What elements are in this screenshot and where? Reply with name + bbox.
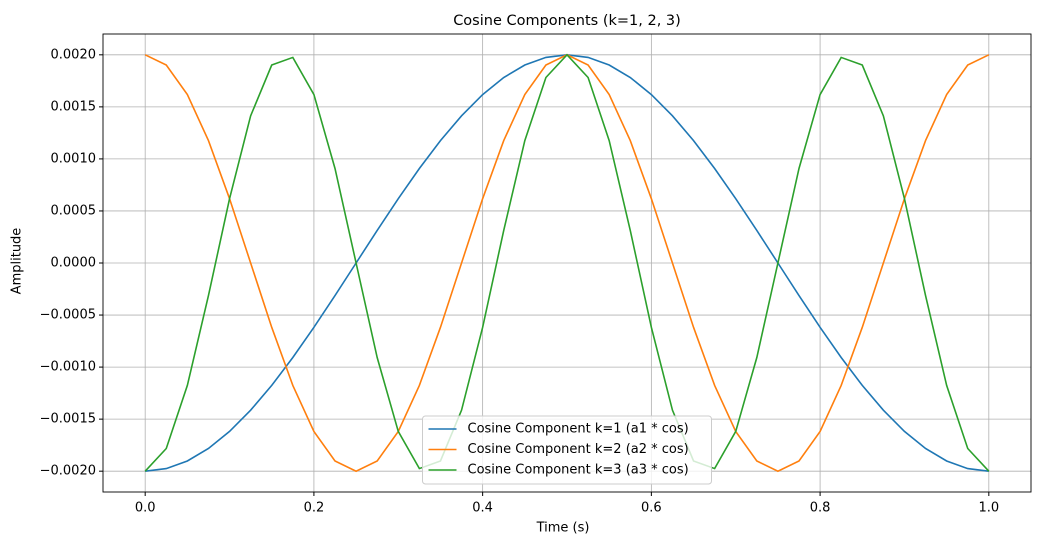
plot-frame (102, 33, 1032, 493)
y-tick-label: 0.0000 (51, 256, 97, 271)
y-tick-label: 0.0015 (51, 99, 97, 114)
legend-label: Cosine Component k=2 (a2 * cos) (468, 442, 689, 457)
y-tick-label: 0.0005 (51, 203, 97, 218)
x-tick-label: 1.0 (978, 501, 999, 516)
y-tick-label: 0.0020 (51, 47, 97, 62)
series-line (144, 53, 990, 472)
x-tick-label: 0.6 (641, 501, 662, 516)
y-tick-label: −0.0020 (40, 464, 96, 479)
y-tick-label: 0.0010 (51, 151, 97, 166)
y-axis-label: Amplitude (10, 228, 25, 295)
y-tick-label: −0.0015 (40, 412, 96, 427)
x-axis-label: Time (s) (536, 521, 590, 536)
legend-label: Cosine Component k=1 (a1 * cos) (468, 422, 689, 437)
x-tick-label: 0.2 (304, 501, 325, 516)
x-tick-label: 0.8 (810, 501, 831, 516)
legend-box (422, 415, 712, 485)
x-tick-label: 0.4 (472, 501, 493, 516)
legend-label: Cosine Component k=3 (a3 * cos) (468, 463, 689, 478)
chart-title: Cosine Components (k=1, 2, 3) (453, 13, 681, 29)
y-tick-label: −0.0010 (40, 360, 96, 375)
y-tick-label: −0.0005 (40, 308, 96, 323)
x-tick-label: 0.0 (135, 501, 156, 516)
